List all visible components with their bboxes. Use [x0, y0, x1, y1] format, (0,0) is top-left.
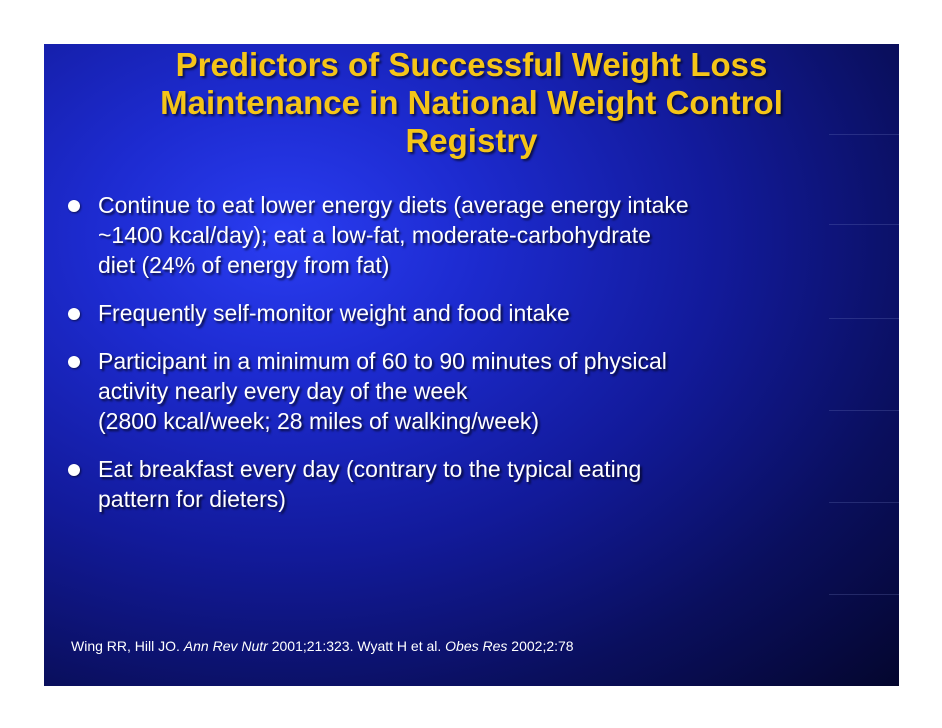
bullet-item: Frequently self-monitor weight and food … — [44, 298, 864, 328]
title-line: Registry — [405, 122, 538, 159]
bullet-text-line: Continue to eat lower energy diets (aver… — [98, 192, 689, 218]
bullet-dot-icon — [68, 356, 80, 368]
slide: Predictors of Successful Weight Loss Mai… — [44, 44, 899, 686]
grid-line — [829, 318, 899, 319]
citation-text: Wing RR, Hill JO. — [71, 638, 184, 654]
citation-journal: Obes Res — [445, 638, 508, 654]
bullet-dot-icon — [68, 200, 80, 212]
grid-line — [829, 410, 899, 411]
bullet-list: Continue to eat lower energy diets (aver… — [44, 190, 864, 514]
grid-line — [829, 224, 899, 225]
citation: Wing RR, Hill JO. Ann Rev Nutr 2001;21:3… — [71, 637, 574, 655]
bullet-text-line: ~1400 kcal/day); eat a low-fat, moderate… — [98, 222, 651, 248]
citation-journal: Ann Rev Nutr — [183, 638, 268, 654]
citation-text: 2002;2:78 — [507, 638, 574, 654]
bullet-item: Continue to eat lower energy diets (aver… — [44, 190, 864, 280]
bullet-text-line: Participant in a minimum of 60 to 90 min… — [98, 348, 667, 374]
bullet-item: Participant in a minimum of 60 to 90 min… — [44, 346, 864, 436]
bullet-text-line: pattern for dieters) — [98, 486, 286, 512]
title-line: Maintenance in National Weight Control — [160, 84, 783, 121]
bullet-dot-icon — [68, 464, 80, 476]
grid-line — [829, 502, 899, 503]
grid-line — [829, 134, 899, 135]
title-line: Predictors of Successful Weight Loss — [175, 46, 768, 83]
slide-title: Predictors of Successful Weight Loss Mai… — [44, 46, 899, 160]
grid-line — [829, 594, 899, 595]
bullet-text-line: Eat breakfast every day (contrary to the… — [98, 456, 642, 482]
bullet-text-line: Frequently self-monitor weight and food … — [98, 300, 570, 326]
bullet-text-line: diet (24% of energy from fat) — [98, 252, 390, 278]
bullet-item: Eat breakfast every day (contrary to the… — [44, 454, 864, 514]
citation-text: 2001;21:323. Wyatt H et al. — [267, 638, 446, 654]
bullet-dot-icon — [68, 308, 80, 320]
bullet-text-line: activity nearly every day of the week — [98, 378, 468, 404]
bullet-text-line: (2800 kcal/week; 28 miles of walking/wee… — [98, 408, 540, 434]
